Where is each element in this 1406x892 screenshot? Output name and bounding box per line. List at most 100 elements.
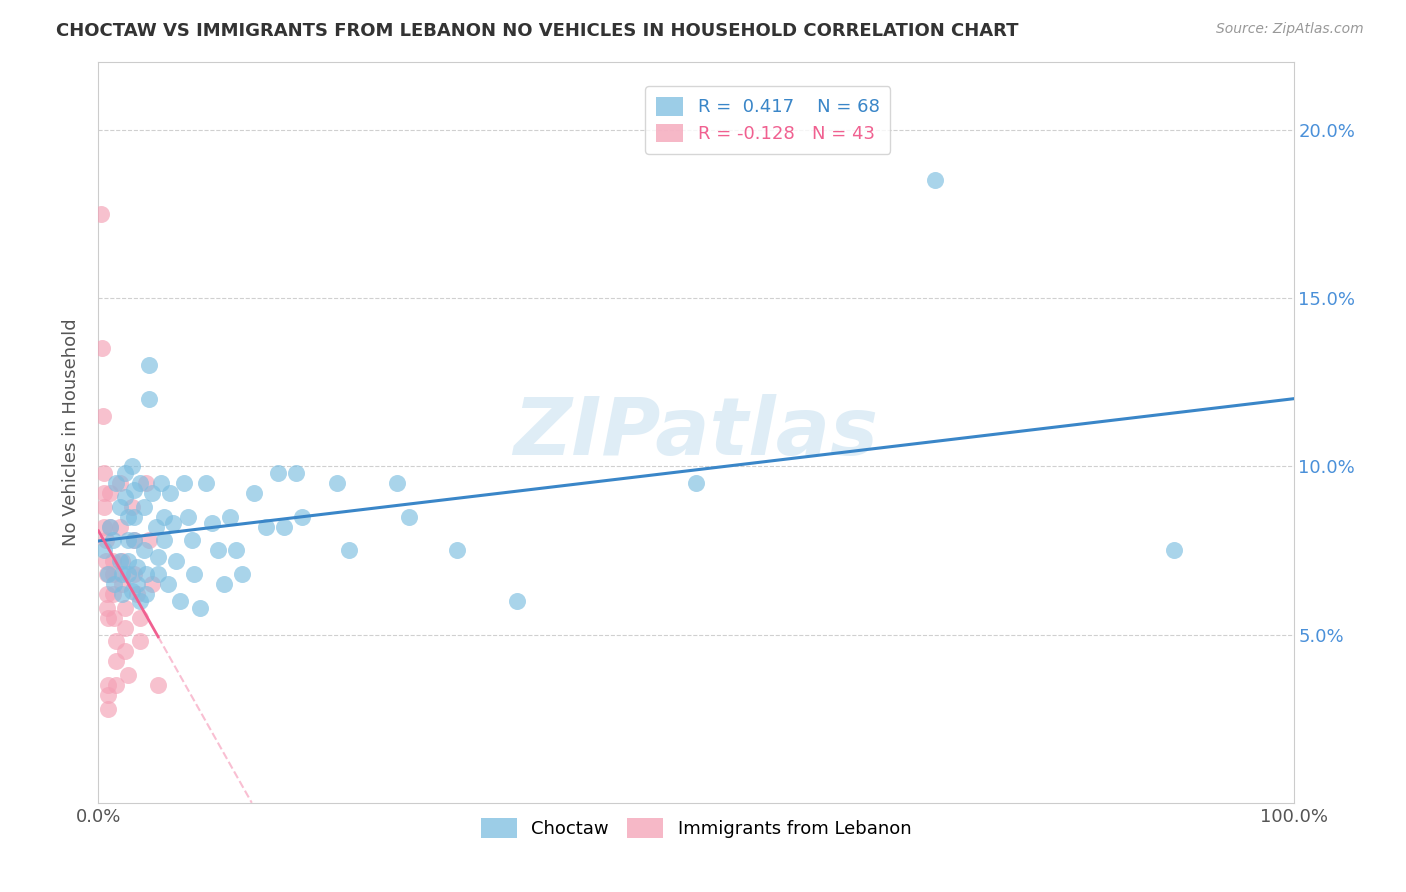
- Point: [117, 533, 139, 548]
- Point: [94, 553, 117, 567]
- Point: [98, 520, 122, 534]
- Point: [108, 476, 131, 491]
- Point: [1163, 543, 1185, 558]
- Point: [121, 500, 143, 514]
- Point: [121, 583, 143, 598]
- Point: [148, 566, 170, 581]
- Point: [93, 543, 115, 558]
- Point: [117, 566, 139, 581]
- Point: [177, 509, 200, 524]
- Point: [446, 543, 468, 558]
- Point: [183, 566, 205, 581]
- Point: [138, 533, 160, 548]
- Point: [125, 577, 148, 591]
- Point: [398, 509, 420, 524]
- Point: [148, 550, 170, 565]
- Point: [201, 516, 224, 531]
- Point: [254, 520, 277, 534]
- Point: [141, 577, 163, 591]
- Point: [138, 359, 160, 373]
- Point: [101, 566, 124, 581]
- Point: [105, 655, 128, 669]
- Legend: Choctaw, Immigrants from Lebanon: Choctaw, Immigrants from Lebanon: [474, 810, 918, 846]
- Point: [98, 520, 122, 534]
- Point: [243, 486, 266, 500]
- Point: [101, 553, 124, 567]
- Point: [97, 610, 120, 624]
- Point: [91, 342, 114, 356]
- Point: [117, 509, 139, 524]
- Point: [121, 459, 143, 474]
- Point: [129, 634, 152, 648]
- Point: [114, 600, 136, 615]
- Point: [138, 392, 160, 406]
- Point: [108, 553, 131, 567]
- Point: [124, 566, 146, 581]
- Point: [114, 490, 136, 504]
- Point: [114, 621, 136, 635]
- Point: [212, 577, 235, 591]
- Point: [173, 476, 195, 491]
- Point: [149, 476, 172, 491]
- Point: [105, 634, 128, 648]
- Point: [124, 533, 146, 548]
- Point: [91, 409, 114, 423]
- Point: [125, 560, 148, 574]
- Point: [108, 520, 131, 534]
- Point: [93, 500, 115, 514]
- Point: [291, 509, 314, 524]
- Point: [129, 594, 152, 608]
- Point: [145, 520, 167, 534]
- Point: [90, 207, 112, 221]
- Point: [96, 600, 118, 615]
- Point: [135, 587, 157, 601]
- Point: [267, 466, 290, 480]
- Text: ZIPatlas: ZIPatlas: [513, 393, 879, 472]
- Point: [180, 533, 202, 548]
- Text: Source: ZipAtlas.com: Source: ZipAtlas.com: [1216, 22, 1364, 37]
- Point: [153, 509, 176, 524]
- Point: [111, 566, 134, 581]
- Point: [111, 587, 134, 601]
- Point: [108, 500, 131, 514]
- Point: [225, 543, 247, 558]
- Point: [101, 587, 124, 601]
- Point: [124, 533, 146, 548]
- Point: [207, 543, 229, 558]
- Point: [117, 553, 139, 567]
- Point: [103, 577, 125, 591]
- Point: [141, 486, 163, 500]
- Point: [153, 533, 176, 548]
- Point: [125, 587, 148, 601]
- Point: [129, 610, 152, 624]
- Point: [93, 520, 115, 534]
- Point: [105, 678, 128, 692]
- Point: [132, 500, 155, 514]
- Point: [111, 577, 134, 591]
- Point: [231, 566, 253, 581]
- Point: [93, 486, 115, 500]
- Point: [273, 520, 295, 534]
- Point: [97, 678, 120, 692]
- Point: [114, 644, 136, 658]
- Point: [135, 566, 157, 581]
- Point: [339, 543, 361, 558]
- Point: [98, 486, 122, 500]
- Point: [159, 486, 181, 500]
- Point: [148, 678, 170, 692]
- Text: CHOCTAW VS IMMIGRANTS FROM LEBANON NO VEHICLES IN HOUSEHOLD CORRELATION CHART: CHOCTAW VS IMMIGRANTS FROM LEBANON NO VE…: [56, 22, 1019, 40]
- Point: [162, 516, 184, 531]
- Point: [132, 543, 155, 558]
- Point: [326, 476, 349, 491]
- Point: [506, 594, 529, 608]
- Point: [96, 566, 118, 581]
- Point: [219, 509, 242, 524]
- Point: [111, 553, 134, 567]
- Point: [129, 476, 152, 491]
- Point: [97, 701, 120, 715]
- Point: [685, 476, 707, 491]
- Point: [924, 173, 946, 187]
- Point: [165, 553, 187, 567]
- Point: [169, 594, 191, 608]
- Point: [96, 587, 118, 601]
